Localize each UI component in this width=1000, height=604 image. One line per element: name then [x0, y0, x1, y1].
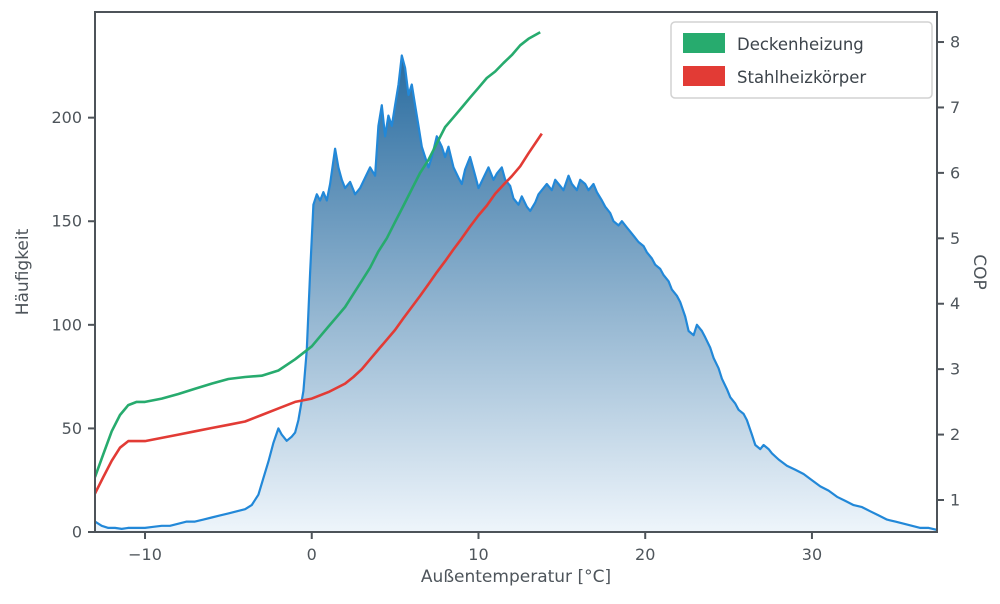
y-right-tick-label: 2: [950, 425, 960, 444]
x-tick-label: 30: [802, 545, 822, 564]
plot-area: [95, 31, 937, 532]
axes-border: [94, 11, 938, 533]
histogram-line: [95, 54, 937, 531]
y-axis-label-left: Häufigkeit: [13, 228, 33, 315]
legend: Deckenheizung Stahlheizkörper: [670, 21, 933, 99]
y-right-tick-label: 3: [950, 360, 960, 379]
x-axis-label: Außentemperatur [°C]: [421, 567, 611, 587]
x-tick-label: 10: [468, 545, 488, 564]
legend-label-stahlheizkoerper: Stahlheizkörper: [737, 68, 866, 87]
cop-line-stahlheizkoerper: [95, 132, 543, 495]
axes-ticks: −10 0 10 20 30 0 50 100 150 200 1 2 3 4 5 6 7 8: [51, 33, 960, 564]
x-tick-label: 0: [307, 545, 317, 564]
y-right-tick-label: 1: [950, 491, 960, 510]
cop-line-deckenheizung: [95, 31, 541, 478]
y-right-tick-label: 7: [950, 98, 960, 117]
y-right-tick-label: 4: [950, 294, 960, 313]
legend-box: [670, 21, 933, 99]
x-tick-label: −10: [128, 545, 162, 564]
y-right-tick-label: 8: [950, 33, 960, 52]
y-axis-label-right: COP: [969, 254, 989, 290]
legend-label-deckenheizung: Deckenheizung: [737, 35, 864, 54]
y-right-tick-label: 6: [950, 163, 960, 182]
y-right-tick-label: 5: [950, 229, 960, 248]
legend-swatch-stahlheizkoerper: [683, 66, 725, 86]
y-left-tick-label: 100: [51, 315, 82, 334]
x-tick-label: 20: [635, 545, 655, 564]
y-left-tick-label: 0: [72, 523, 82, 542]
histogram-area: [95, 55, 937, 532]
y-left-tick-label: 150: [51, 212, 82, 231]
y-left-tick-label: 50: [62, 419, 82, 438]
y-left-tick-label: 200: [51, 108, 82, 127]
legend-swatch-deckenheizung: [683, 33, 725, 53]
